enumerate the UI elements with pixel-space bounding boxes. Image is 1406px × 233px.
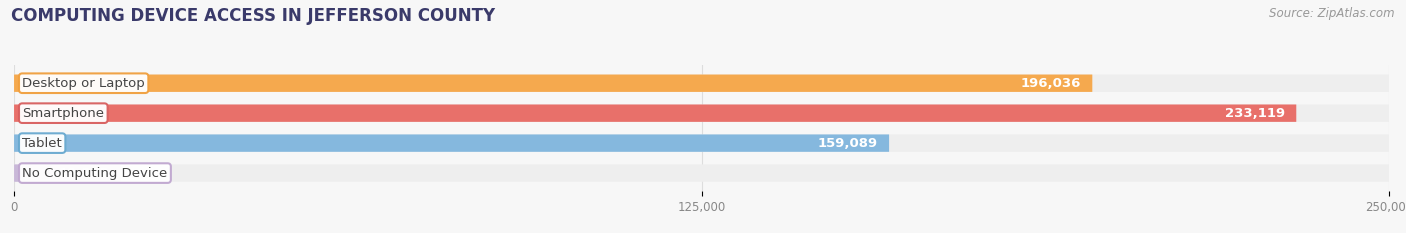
FancyBboxPatch shape	[14, 75, 1092, 92]
Text: Tablet: Tablet	[22, 137, 62, 150]
Text: Smartphone: Smartphone	[22, 107, 104, 120]
Text: 159,089: 159,089	[818, 137, 879, 150]
FancyBboxPatch shape	[14, 104, 1296, 122]
FancyBboxPatch shape	[14, 164, 1389, 182]
FancyBboxPatch shape	[14, 104, 1389, 122]
FancyBboxPatch shape	[14, 134, 1389, 152]
Text: Desktop or Laptop: Desktop or Laptop	[22, 77, 145, 90]
Text: No Computing Device: No Computing Device	[22, 167, 167, 180]
Text: Source: ZipAtlas.com: Source: ZipAtlas.com	[1270, 7, 1395, 20]
Text: 19,352: 19,352	[59, 167, 110, 180]
FancyBboxPatch shape	[14, 164, 121, 182]
FancyBboxPatch shape	[14, 134, 889, 152]
Text: 196,036: 196,036	[1021, 77, 1081, 90]
FancyBboxPatch shape	[14, 75, 1389, 92]
Text: COMPUTING DEVICE ACCESS IN JEFFERSON COUNTY: COMPUTING DEVICE ACCESS IN JEFFERSON COU…	[11, 7, 495, 25]
Text: 233,119: 233,119	[1225, 107, 1285, 120]
